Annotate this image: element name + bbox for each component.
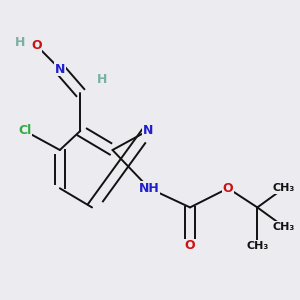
Text: O: O — [185, 239, 195, 252]
Text: CH₃: CH₃ — [273, 183, 295, 193]
Text: Cl: Cl — [18, 124, 31, 137]
Text: O: O — [31, 39, 42, 52]
Text: CH₃: CH₃ — [246, 241, 268, 251]
Text: NH: NH — [139, 182, 160, 195]
Text: O: O — [223, 182, 233, 195]
Text: H: H — [15, 36, 26, 49]
Text: N: N — [55, 62, 65, 76]
Text: CH₃: CH₃ — [273, 222, 295, 232]
Text: N: N — [142, 124, 153, 137]
Text: H: H — [97, 73, 107, 86]
